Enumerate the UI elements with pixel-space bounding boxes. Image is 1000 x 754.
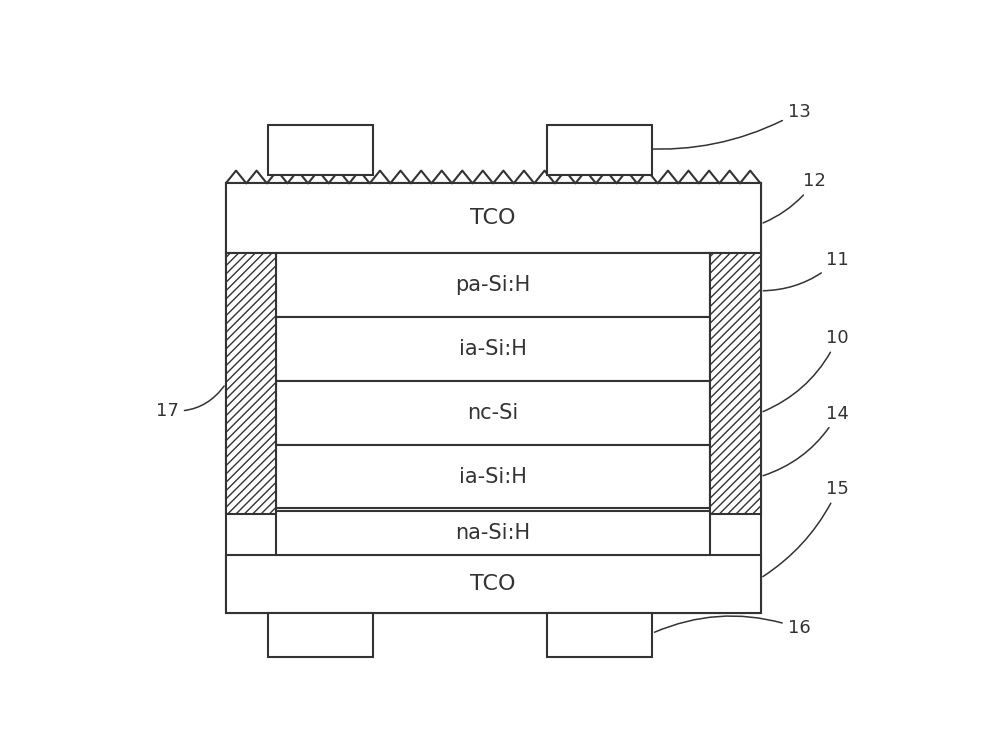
Text: na-Si:H: na-Si:H <box>456 523 531 543</box>
Text: nc-Si: nc-Si <box>468 403 519 423</box>
Bar <box>547 613 652 657</box>
Text: 13: 13 <box>643 103 810 149</box>
Bar <box>710 253 761 514</box>
Text: Ag: Ag <box>307 140 334 160</box>
Bar <box>276 445 710 508</box>
Bar <box>276 317 710 381</box>
Bar <box>276 381 710 445</box>
Bar <box>226 183 761 613</box>
Text: TCO: TCO <box>470 208 516 228</box>
Text: Ag: Ag <box>307 625 334 645</box>
Text: ia-Si:H: ia-Si:H <box>459 467 527 486</box>
Text: 14: 14 <box>763 404 849 476</box>
Bar <box>547 125 652 175</box>
Bar <box>226 555 761 613</box>
Text: 16: 16 <box>655 616 810 637</box>
Text: 15: 15 <box>763 480 849 577</box>
Bar <box>226 253 276 514</box>
Text: Ag: Ag <box>586 140 613 160</box>
Text: 17: 17 <box>156 386 224 420</box>
Text: pa-Si:H: pa-Si:H <box>456 275 531 295</box>
Text: TCO: TCO <box>470 574 516 594</box>
Text: ia-Si:H: ia-Si:H <box>459 339 527 359</box>
Bar <box>226 183 761 253</box>
Text: 10: 10 <box>763 329 849 412</box>
Bar <box>276 511 710 555</box>
Text: Ag: Ag <box>586 625 613 645</box>
Text: 12: 12 <box>763 172 826 223</box>
Bar <box>276 253 710 317</box>
Bar <box>268 125 373 175</box>
Bar <box>268 613 373 657</box>
Text: 11: 11 <box>763 250 849 291</box>
